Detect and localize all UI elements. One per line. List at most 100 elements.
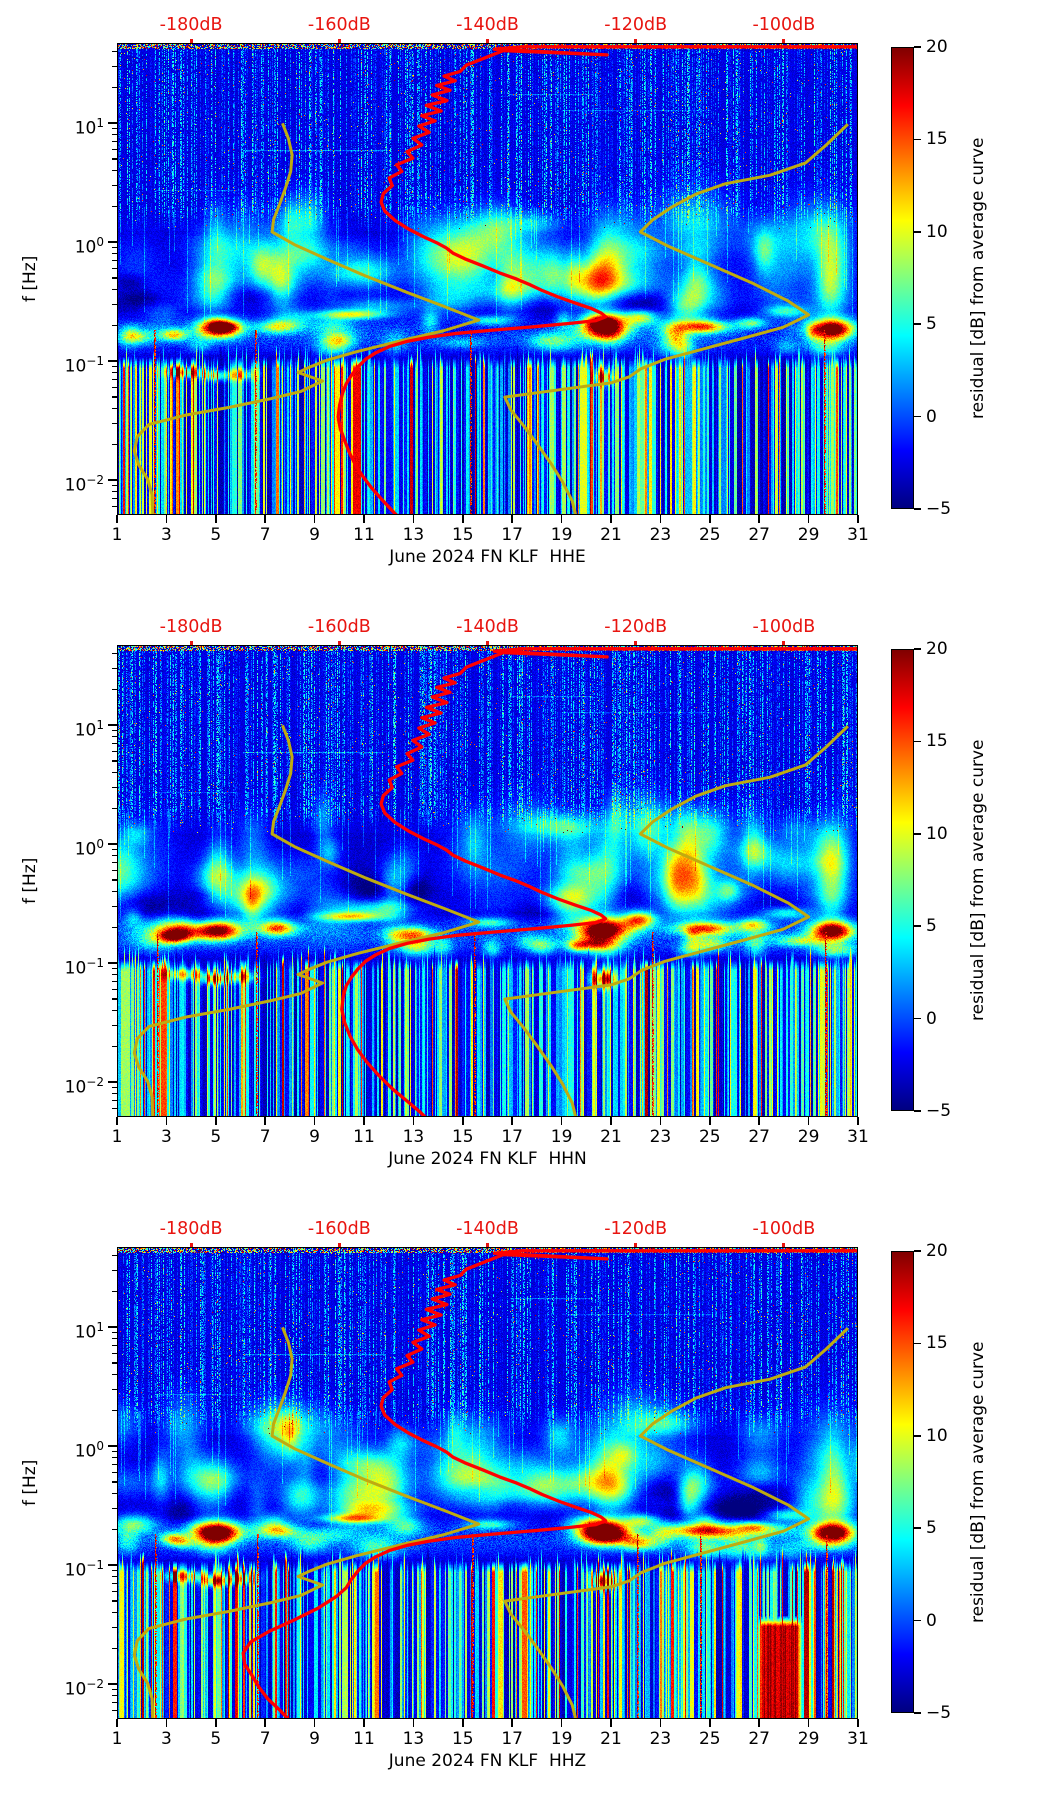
top-db-axis-label: -120dB	[604, 617, 668, 637]
x-axis-tick-label: 23	[649, 1127, 672, 1147]
y-axis-minor-tick	[112, 926, 117, 928]
y-axis-minor-tick	[112, 890, 117, 893]
y-axis-minor-tick	[112, 1269, 117, 1271]
y-axis-minor-tick	[112, 484, 117, 487]
y-axis-minor-tick	[112, 1463, 117, 1466]
y-axis-minor-tick	[112, 1611, 117, 1614]
y-axis-minor-tick	[112, 1528, 117, 1530]
colorbar-tick-label: 10	[926, 221, 948, 242]
x-axis-tick-label: 13	[402, 1729, 425, 1749]
x-axis-tick-label: 1	[111, 1127, 123, 1147]
y-axis-minor-tick	[112, 652, 117, 655]
y-axis-minor-tick	[112, 148, 117, 151]
y-axis-minor-tick	[112, 1344, 117, 1347]
colorbar-tick	[914, 415, 921, 418]
x-axis-tick	[807, 1719, 810, 1727]
y-axis-major-tick	[108, 843, 117, 845]
y-axis-minor-tick	[112, 760, 117, 762]
colorbar-tick	[914, 1527, 921, 1529]
colorbar-axis-title: residual [dB] from average curve	[968, 137, 988, 419]
x-axis-tick-label: 9	[309, 1729, 320, 1749]
colorbar-tick	[914, 740, 921, 743]
y-axis-minor-tick	[112, 729, 117, 732]
spectrogram-canvas-hhe	[118, 44, 857, 514]
y-tick-exponent: −2	[86, 473, 104, 487]
colorbar-tick-label: 20	[926, 37, 948, 57]
y-axis-minor-tick	[112, 1507, 117, 1509]
x-axis-tick	[511, 1117, 513, 1125]
y-axis-minor-tick	[112, 1569, 117, 1572]
y-axis-minor-tick	[112, 1024, 117, 1026]
y-axis-title: f [Hz]	[20, 1459, 40, 1507]
spectrogram-panel-hhn: -180dB -160dB -140dB -120dB -100dB 101 100 10−1…	[0, 602, 1052, 1204]
y-axis-minor-tick	[112, 1352, 117, 1355]
x-axis-tick-label: 3	[160, 525, 172, 545]
y-axis-tick-label: 10−1	[64, 354, 104, 377]
noise-curves-overlay	[132, 45, 857, 514]
y-axis-minor-tick	[112, 253, 117, 255]
y-axis-minor-tick	[112, 879, 117, 881]
y-axis-minor-tick	[112, 771, 117, 774]
y-axis-major-tick	[108, 724, 117, 726]
colorbar-tick-label: 0	[926, 1008, 937, 1029]
x-axis-tick-label: 29	[797, 1729, 820, 1749]
x-axis-tick-label: 19	[550, 525, 573, 545]
y-tick-exponent: −2	[86, 1677, 104, 1691]
colorbar-tick-label: −5	[926, 1101, 952, 1121]
x-axis-tick-label: 15	[451, 1127, 474, 1147]
y-axis-minor-tick	[112, 497, 117, 500]
spectrogram-plot-area	[117, 43, 858, 515]
y-axis-minor-tick	[112, 1099, 117, 1102]
y-axis-minor-tick	[112, 372, 117, 374]
x-axis-tick-label: 19	[550, 1127, 573, 1147]
x-axis-tick-label: 15	[451, 1729, 474, 1749]
x-axis-tick	[412, 1719, 415, 1727]
x-axis-tick-label: 5	[210, 1729, 222, 1749]
y-axis-major-tick	[108, 962, 117, 964]
x-axis-tick-label: 7	[259, 525, 271, 545]
top-db-axis-label: -140dB	[456, 1219, 519, 1239]
top-db-axis-label: -100dB	[752, 15, 816, 35]
x-axis-tick	[363, 515, 365, 523]
nhnm-curve	[503, 725, 849, 1116]
y-tick-exponent: −2	[86, 1075, 104, 1089]
top-db-axis-label: -160dB	[307, 617, 371, 637]
nlnm-curve	[132, 122, 481, 514]
y-axis-minor-tick	[112, 288, 117, 291]
y-axis-minor-tick	[112, 869, 117, 872]
spectrogram-canvas-hhn	[118, 646, 857, 1116]
colorbar-tick-label: 15	[926, 1333, 948, 1354]
y-axis-minor-tick	[112, 324, 117, 326]
y-axis-minor-tick	[112, 1688, 117, 1691]
top-db-axis-label: -160dB	[307, 15, 371, 35]
y-axis-tick-label: 101	[74, 1320, 104, 1343]
colorbar-tick-label: 20	[926, 639, 948, 659]
y-axis-major-tick	[108, 360, 117, 362]
x-axis-tick	[363, 1719, 365, 1727]
y-axis-tick-label: 10−2	[64, 1677, 104, 1700]
colorbar-tick	[914, 508, 921, 510]
y-axis-minor-tick	[112, 396, 117, 398]
y-axis-minor-tick	[112, 1373, 117, 1376]
colorbar-tick	[914, 1017, 921, 1020]
x-axis-tick	[313, 515, 316, 523]
x-axis-tick-label: 11	[353, 1127, 375, 1147]
colorbar-tick	[914, 925, 921, 927]
x-axis-tick	[807, 515, 810, 523]
y-axis-minor-tick	[112, 1709, 117, 1712]
x-axis-tick	[264, 515, 266, 523]
x-axis-tick	[709, 1117, 711, 1125]
spectrogram-plot-area	[117, 645, 858, 1117]
y-axis-minor-tick	[112, 967, 117, 970]
colorbar-tick	[914, 138, 921, 141]
spectrogram-canvas-hhz	[118, 1248, 857, 1718]
station-median-noise-curve	[336, 45, 857, 514]
top-db-axis-label: -140dB	[456, 617, 519, 637]
y-axis-minor-tick	[112, 688, 117, 690]
y-axis-minor-tick	[112, 491, 117, 493]
y-axis-tick-label: 10−2	[64, 473, 104, 496]
colorbar-tick-label: 5	[926, 314, 937, 335]
y-axis-minor-tick	[112, 1338, 117, 1340]
y-axis-minor-tick	[112, 1388, 117, 1390]
